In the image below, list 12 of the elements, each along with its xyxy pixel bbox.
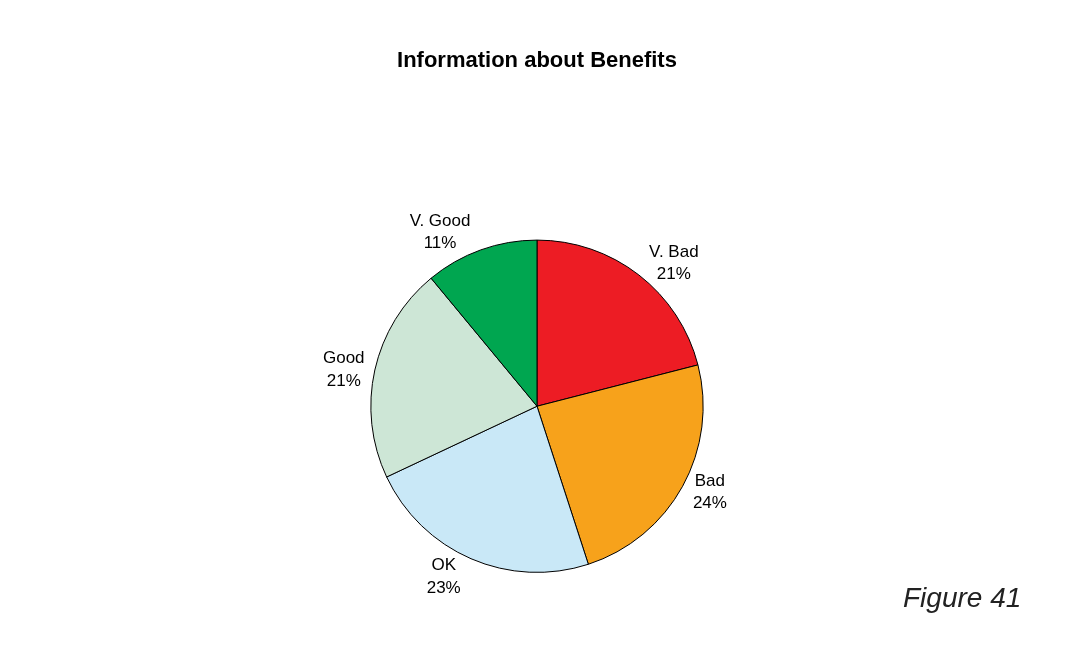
caption: Figure 41 (903, 582, 1022, 613)
slice-label: OK (431, 555, 457, 575)
data-label: 21% (656, 263, 691, 283)
data-label: 21% (326, 370, 361, 390)
slice-label: Good (322, 348, 365, 368)
data-label: 24% (692, 492, 727, 512)
slice-label: V. Bad (649, 241, 699, 261)
slice-label: Bad (694, 470, 726, 490)
slice-label: V. Good (409, 211, 471, 231)
data-label: 23% (426, 577, 461, 597)
chart-title: Information about Benefits (397, 47, 677, 73)
data-label: 11% (423, 233, 457, 253)
